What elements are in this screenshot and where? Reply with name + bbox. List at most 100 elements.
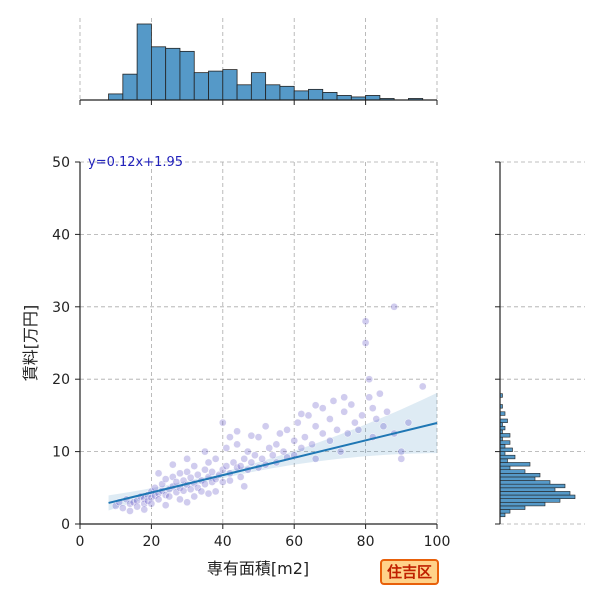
hist-top-bar [136,23,152,101]
scatter-point [183,468,191,476]
scatter-point [418,382,427,391]
scatter-point [304,411,313,420]
scatter-point [222,444,231,452]
scatter-point [272,440,281,449]
scatter-point [201,447,209,456]
scatter-point [343,429,352,438]
right-histogram [499,393,576,518]
scatter-point [201,480,209,489]
scatter-point [297,410,306,418]
hist-top-bar [336,95,352,101]
scatter-point [358,411,366,420]
hist-top-bar [279,85,295,101]
hist-top-bar [108,93,124,101]
y-tick-label: 0 [61,517,70,533]
hist-top-bar [165,47,181,101]
annotation-equation: y=0.12x+1.95 [88,155,183,170]
scatter-point [118,504,127,512]
hist-top-bar [236,84,252,101]
hist-top-bar [193,72,209,101]
scatter-point [240,454,249,463]
scatter-point [347,400,356,409]
axes [75,99,501,529]
hist-right-bar [499,491,571,496]
x-tick-label: 80 [357,534,375,550]
scatter-point [176,495,184,504]
scatter-point [226,433,234,441]
scatter-point [165,492,174,501]
scatter-point [183,498,191,507]
hist-right-bar [499,494,576,499]
scatter-point [311,454,320,463]
scatter-point [218,418,227,427]
scatter-point [183,454,191,463]
scatter-points [111,302,427,515]
scatter-point [333,426,341,434]
scatter-point [340,393,349,402]
scatter-point [404,418,413,427]
scatter-point [201,465,209,474]
scatter-point [193,470,202,479]
hist-top-bar [308,88,324,101]
y-axis-label: 賃料[万円] [21,305,40,382]
regression-line [108,422,438,504]
scatter-point [311,422,320,431]
scatter-point [247,431,256,440]
hist-right-bar [499,418,508,423]
scatter-point [290,436,299,445]
hist-right-bar [499,465,511,470]
scatter-point [279,447,288,456]
scatter-point [318,404,327,413]
scatter-point [254,433,263,441]
hist-right-bar [499,440,511,445]
scatter-point [336,447,345,456]
scatter-point [168,460,177,469]
hist-right-bar [499,509,511,514]
scatter-point [204,489,213,498]
hist-right-bar [499,433,511,438]
hist-top-bar [150,46,167,101]
regression-line-group [108,422,438,504]
scatter-point [236,462,245,470]
scatter-point [283,426,291,434]
scatter-point [233,427,241,436]
scatter-point [204,458,213,467]
right-hist-gridlines [500,161,585,525]
scatter-point [383,407,391,416]
scatter-point [311,401,320,410]
scatter-point [247,458,256,467]
scatter-point [176,469,184,478]
scatter-point [197,487,206,496]
scatter-point [154,469,163,478]
hist-right-bar [499,512,506,518]
scatter-point [233,440,241,449]
hist-top-bar [293,90,309,101]
scatter-point [190,462,199,470]
scatter-point [390,302,399,311]
x-tick-label: 40 [214,534,232,550]
hist-right-bar [499,425,506,431]
hist-right-bar [499,473,541,478]
hist-top-bar [250,72,267,101]
top-histogram [108,23,424,101]
scatter-point [351,418,359,427]
hist-right-bar [499,411,506,416]
scatter-point [222,462,231,470]
scatter-point [397,454,406,463]
scatter-point [361,317,370,326]
scatter-point [226,476,234,485]
scatter-point [211,487,220,496]
scatter-point [208,468,216,476]
scatter-point [190,492,199,501]
scatter-point [301,433,309,441]
scatter-point [297,444,306,452]
scatter-point [186,473,195,482]
hist-top-bar [179,50,195,101]
scatter-point [218,478,227,486]
scatter-point [258,454,266,463]
hist-right-bar [499,498,561,503]
scatter-point [133,502,141,511]
hist-top-bar [222,69,238,101]
x-tick-label: 0 [76,534,85,550]
hist-right-bar [499,458,508,463]
